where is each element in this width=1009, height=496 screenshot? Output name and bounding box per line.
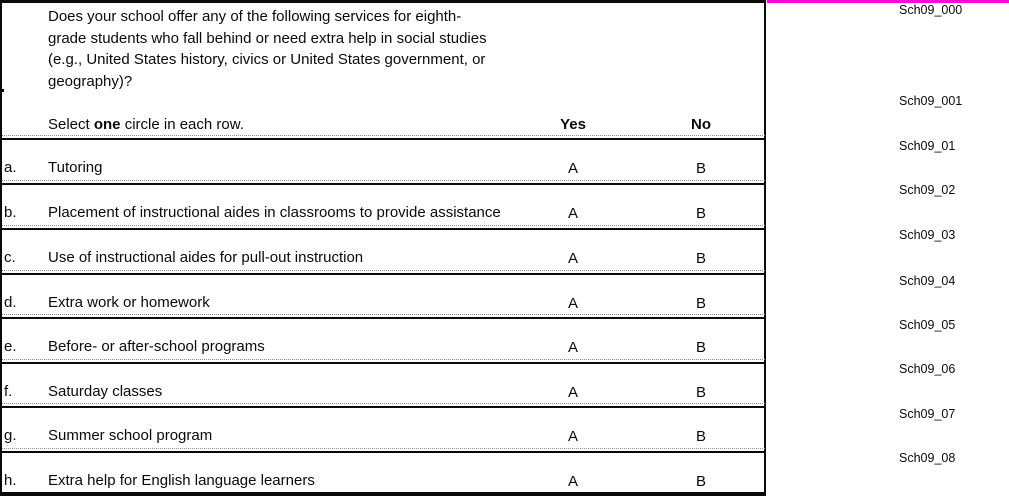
table-row-a: a. Tutoring A B [2, 135, 765, 183]
answer-option-yes[interactable]: A [567, 205, 578, 222]
row-letter: h. [4, 472, 17, 489]
answer-option-no[interactable]: B [695, 250, 706, 267]
table-row-h: h. Extra help for English language learn… [2, 448, 765, 492]
instruction-suffix: circle in each row. [120, 116, 244, 133]
row-label: Before- or after-school programs [48, 338, 265, 355]
margin-code: Sch09_02 [899, 183, 956, 197]
margin-code: Sch09_07 [899, 407, 956, 421]
table-top-border [0, 0, 766, 3]
highlight-line [767, 0, 1009, 3]
row-label: Use of instructional aides for pull-out … [48, 249, 364, 266]
margin-code: Sch09_01 [899, 139, 956, 153]
row-letter: f. [4, 383, 13, 400]
table-header-row: Select one circle in each row. Yes No [0, 116, 766, 136]
table-bottom-border [0, 492, 766, 496]
row-letter: a. [4, 159, 17, 176]
answer-option-yes[interactable]: A [567, 160, 578, 177]
answer-option-no[interactable]: B [695, 428, 706, 445]
answer-option-no[interactable]: B [695, 339, 706, 356]
table-right-border [764, 0, 766, 496]
row-label: Tutoring [48, 159, 103, 176]
margin-code: Sch09_06 [899, 362, 956, 376]
margin-code: Sch09_08 [899, 451, 956, 465]
row-label: Summer school program [48, 427, 213, 444]
question-line: grade students who fall behind or need e… [48, 29, 487, 47]
table-row-g: g. Summer school program A B [2, 403, 765, 451]
question-line: Does your school offer any of the follow… [48, 8, 462, 25]
margin-code: Sch09_000 [899, 3, 963, 17]
answer-option-no[interactable]: B [695, 205, 706, 222]
column-header-yes: Yes [560, 116, 586, 133]
row-label: Extra help for English language learners [48, 472, 315, 489]
instruction-prefix: Select [48, 116, 94, 133]
answer-option-no[interactable]: B [695, 160, 706, 177]
answer-option-no[interactable]: B [695, 384, 706, 401]
question-line: geography)? [48, 72, 133, 90]
table-row-e: e. Before- or after-school programs A B [2, 314, 765, 362]
answer-option-yes[interactable]: A [567, 473, 578, 490]
answer-option-no[interactable]: B [695, 473, 706, 490]
question-text: Does your school offer any of the follow… [48, 6, 748, 92]
row-letter: d. [4, 294, 17, 311]
row-label: Saturday classes [48, 383, 163, 400]
row-letter: c. [4, 249, 16, 266]
answer-option-no[interactable]: B [695, 295, 706, 312]
table-row-c: c. Use of instructional aides for pull-o… [2, 225, 765, 273]
answer-option-yes[interactable]: A [567, 295, 578, 312]
margin-code: Sch09_04 [899, 274, 956, 288]
margin-code: Sch09_001 [899, 94, 963, 108]
answer-option-yes[interactable]: A [567, 250, 578, 267]
row-letter: e. [4, 338, 17, 355]
table-row-f: f. Saturday classes A B [2, 359, 765, 406]
margin-code: Sch09_05 [899, 318, 956, 332]
instruction-bold-word: one [93, 116, 121, 133]
row-letter: b. [4, 204, 17, 221]
instruction-text: Select one circle in each row. [48, 116, 244, 133]
table-row-b: b. Placement of instructional aides in c… [2, 180, 765, 228]
answer-option-yes[interactable]: A [567, 339, 578, 356]
row-letter: g. [4, 427, 17, 444]
answer-option-yes[interactable]: A [567, 428, 578, 445]
question-line: (e.g., United States history, civics or … [48, 51, 486, 68]
margin-code: Sch09_03 [899, 228, 956, 242]
table-left-border [0, 0, 2, 496]
answer-option-yes[interactable]: A [567, 384, 578, 401]
row-label: Extra work or homework [48, 294, 210, 311]
column-header-no: No [691, 116, 711, 133]
left-margin-tick [0, 89, 4, 92]
table-row-d: d. Extra work or homework A B [2, 270, 765, 317]
row-label: Placement of instructional aides in clas… [48, 204, 501, 221]
